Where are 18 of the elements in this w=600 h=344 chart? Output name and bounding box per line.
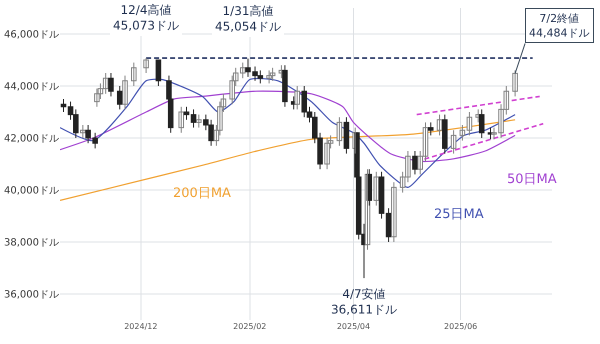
text: 25日MA (434, 207, 484, 222)
y-tick-label: 36,000ドル (4, 290, 59, 300)
y-tick-label: 42,000ドル (4, 134, 59, 144)
y-tick-label: 38,000ドル (4, 238, 59, 248)
annotation: 1/31高値 45,054ドル (215, 4, 281, 34)
annotation: 12/4高値 45,073ドル (113, 3, 179, 33)
x-tick-label: 2025/06 (444, 322, 478, 331)
y-tick-label: 40,000ドル (4, 186, 59, 196)
candlestick (80, 124, 86, 138)
x-tick-label: 2025/02 (233, 322, 266, 331)
annotation: 4/7安値 36,611ドル (331, 287, 397, 317)
x-tick-label: 2024/12 (124, 322, 158, 331)
series-label: 200日MA (173, 186, 232, 201)
text: 50日MA (507, 172, 557, 187)
x-tick-label: 2025/04 (336, 322, 370, 331)
annotation: 7/2終値 44,484ドル (529, 12, 590, 40)
y-tick-label: 46,000ドル (4, 30, 59, 40)
y-tick-label: 44,000ドル (4, 82, 59, 92)
